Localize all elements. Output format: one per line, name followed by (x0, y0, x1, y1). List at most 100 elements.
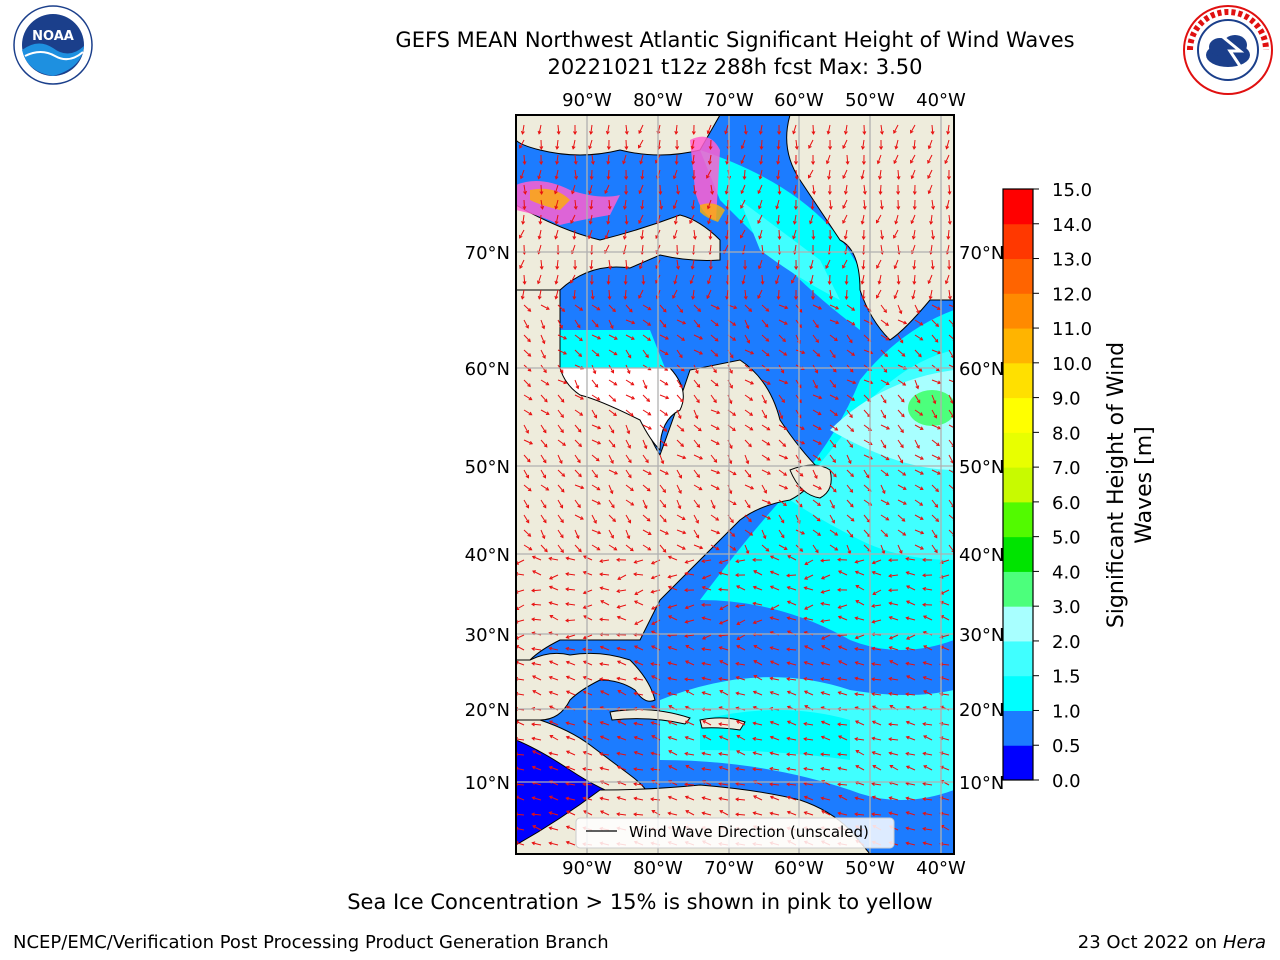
wave-arrow (566, 841, 576, 846)
wave-arrow-head (936, 442, 940, 447)
wave-arrow-head (565, 796, 570, 801)
wave-arrow-head (947, 191, 952, 195)
wave-arrow (693, 379, 700, 388)
wave-arrow (600, 600, 610, 606)
wave-arrow-head (893, 234, 897, 239)
wave-arrow-head (803, 690, 808, 695)
wave-arrow-head (843, 130, 848, 135)
wave-arrow (566, 603, 576, 606)
wave-arrow-head (847, 460, 852, 465)
wave-arrow-head (732, 501, 737, 505)
wave-arrow (642, 454, 649, 463)
sea-ice-note: Sea Ice Concentration > 15% is shown in … (347, 890, 933, 914)
wave-arrow (744, 409, 753, 416)
wave-arrow-head (900, 444, 904, 449)
wave-arrow (846, 469, 854, 477)
wave-arrow (948, 289, 951, 299)
wave-arrow (804, 574, 814, 580)
wave-arrow-head (631, 320, 636, 325)
wave-arrow-head (842, 145, 846, 150)
wave-arrow-head (650, 575, 655, 580)
wave-arrow-head (624, 266, 629, 270)
wave-arrow (521, 289, 525, 299)
wave-arrow-head (588, 145, 592, 150)
wave-arrow (591, 154, 594, 164)
wave-arrow-head (885, 501, 890, 505)
wave-arrow-head (594, 474, 598, 479)
wave-arrow-head (531, 765, 536, 770)
wave-arrow (906, 782, 916, 786)
wave-arrow (719, 619, 729, 625)
wave-arrow-head (582, 720, 587, 724)
wave-arrow (792, 124, 797, 134)
wave-arrow (914, 484, 924, 490)
wave-arrow (826, 214, 831, 224)
wave-arrow (931, 469, 941, 475)
wave-arrow-head (883, 369, 888, 373)
wave-arrow (894, 259, 899, 269)
wave-arrow-head (595, 352, 600, 357)
wave-arrow (906, 765, 916, 771)
wave-arrow (531, 813, 542, 816)
wave-arrow-head (622, 160, 626, 165)
wave-arrow-head (759, 146, 764, 150)
wave-arrow (872, 678, 882, 681)
chart-title: GEFS MEAN Northwest Atlantic Significant… (395, 28, 1075, 52)
wave-arrow-head (531, 588, 535, 593)
wave-arrow-head (842, 205, 846, 210)
wave-arrow-head (605, 130, 610, 135)
wave-arrow (676, 499, 681, 509)
wave-arrow (642, 439, 647, 449)
wave-arrow (532, 690, 542, 696)
wave-arrow (761, 334, 769, 342)
wave-arrow (684, 783, 695, 786)
wave-arrow-head (647, 411, 652, 416)
wave-arrow-head (715, 322, 719, 327)
wave-arrow (842, 139, 848, 149)
wave-arrow (622, 154, 627, 164)
wave-arrow (862, 259, 865, 270)
wave-arrow-head (815, 324, 819, 329)
wave-arrow-head (532, 750, 536, 754)
wave-arrow (625, 124, 628, 134)
wave-arrow (549, 827, 559, 831)
wave-arrow-head (888, 691, 893, 696)
wave-arrow-head (665, 336, 669, 340)
wave-arrow-head (708, 236, 713, 240)
wave-arrow (889, 797, 899, 801)
wave-arrow (693, 349, 703, 355)
wave-arrow (591, 409, 597, 419)
wave-arrow (880, 304, 887, 313)
wave-arrow (894, 289, 899, 299)
wave-arrow (812, 499, 821, 506)
colorbar-tick-label: 6.0 (1052, 493, 1081, 514)
wave-arrow-head (646, 517, 651, 522)
wave-arrow (842, 169, 848, 179)
wave-arrow-head (716, 410, 721, 415)
wave-arrow (591, 349, 600, 357)
wave-arrow-head (760, 281, 765, 285)
wave-arrow-head (854, 570, 859, 575)
wave-arrow-head (946, 176, 951, 180)
wave-arrow-head (643, 385, 648, 390)
wave-arrow (787, 811, 797, 816)
wave-arrow (809, 214, 814, 224)
wave-arrow (740, 184, 746, 194)
wave-arrow (540, 184, 543, 195)
wave-arrow (872, 783, 882, 786)
wave-arrow (588, 184, 593, 194)
wave-arrow-head (861, 161, 866, 165)
wave-arrow-head (929, 220, 934, 225)
wave-arrow-head (554, 280, 559, 285)
lon-label-bottom: 80°W (633, 858, 683, 879)
wave-arrow (566, 782, 576, 786)
wave-arrow (906, 617, 916, 621)
wave-arrow (761, 469, 771, 475)
wave-arrow (914, 454, 924, 460)
wave-arrow-head (912, 281, 917, 285)
wave-arrow (590, 199, 593, 210)
wave-arrow-head (668, 615, 672, 619)
wave-arrow (566, 766, 576, 771)
wave-arrow-head (747, 473, 752, 478)
wave-arrow-head (934, 338, 939, 343)
